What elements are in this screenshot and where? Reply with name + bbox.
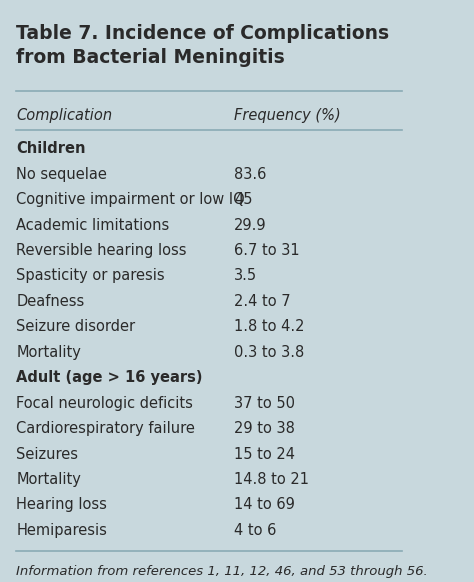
Text: Information from references 1, 11, 12, 46, and 53 through 56.: Information from references 1, 11, 12, 4… [17, 565, 428, 578]
Text: Mortality: Mortality [17, 345, 82, 360]
Text: Deafness: Deafness [17, 294, 85, 309]
Text: 15 to 24: 15 to 24 [234, 446, 295, 462]
Text: 4 to 6: 4 to 6 [234, 523, 276, 538]
Text: Adult (age > 16 years): Adult (age > 16 years) [17, 370, 203, 385]
Text: 0.3 to 3.8: 0.3 to 3.8 [234, 345, 304, 360]
Text: 29.9: 29.9 [234, 218, 266, 233]
Text: 1.8 to 4.2: 1.8 to 4.2 [234, 320, 304, 334]
Text: 6.7 to 31: 6.7 to 31 [234, 243, 300, 258]
Text: 29 to 38: 29 to 38 [234, 421, 295, 436]
Text: Hemiparesis: Hemiparesis [17, 523, 107, 538]
Text: Reversible hearing loss: Reversible hearing loss [17, 243, 187, 258]
Text: Mortality: Mortality [17, 472, 82, 487]
Text: 14 to 69: 14 to 69 [234, 498, 295, 513]
Text: Complication: Complication [17, 108, 113, 123]
Text: 83.6: 83.6 [234, 166, 266, 182]
Text: Cardiorespiratory failure: Cardiorespiratory failure [17, 421, 195, 436]
Text: Frequency (%): Frequency (%) [234, 108, 341, 123]
Text: 37 to 50: 37 to 50 [234, 396, 295, 411]
Text: Hearing loss: Hearing loss [17, 498, 107, 513]
Text: 14.8 to 21: 14.8 to 21 [234, 472, 309, 487]
Text: 2.4 to 7: 2.4 to 7 [234, 294, 291, 309]
Text: Seizure disorder: Seizure disorder [17, 320, 136, 334]
Text: 45: 45 [234, 192, 252, 207]
Text: Focal neurologic deficits: Focal neurologic deficits [17, 396, 193, 411]
Text: Table 7. Incidence of Complications
from Bacterial Meningitis: Table 7. Incidence of Complications from… [17, 24, 390, 67]
Text: Seizures: Seizures [17, 446, 79, 462]
Text: No sequelae: No sequelae [17, 166, 107, 182]
Text: Spasticity or paresis: Spasticity or paresis [17, 268, 165, 283]
Text: 3.5: 3.5 [234, 268, 257, 283]
Text: Cognitive impairment or low IQ: Cognitive impairment or low IQ [17, 192, 245, 207]
Text: Academic limitations: Academic limitations [17, 218, 170, 233]
Text: Children: Children [17, 141, 86, 156]
